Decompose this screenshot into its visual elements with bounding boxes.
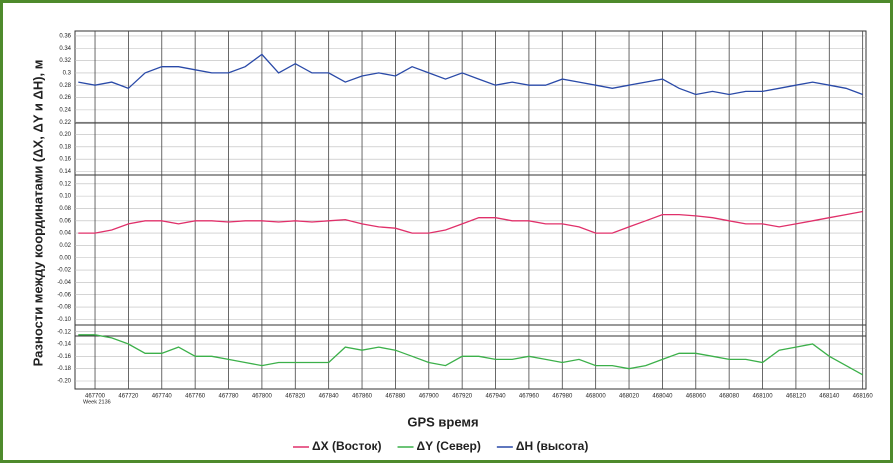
x-tick-label: 467980 [552, 394, 573, 400]
series-line [78, 210, 863, 234]
y-tick-label: 0.14 [59, 169, 71, 175]
x-tick-label: 468160 [853, 394, 874, 400]
y-tick-label: 0.18 [59, 144, 71, 150]
x-tick-label: 468120 [786, 394, 807, 400]
x-tick-label: 467840 [319, 394, 340, 400]
chart: Разности между координатами (ΔX, ΔY и ΔH… [30, 30, 874, 453]
x-tick-label: 467780 [219, 394, 240, 400]
legend-label: ΔH (высота) [516, 439, 589, 453]
y-tick-label: 0.22 [59, 120, 71, 126]
y-tick-label: 0.3 [63, 70, 72, 76]
y-tick-label: 0.02 [59, 243, 71, 249]
y-tick-label: -0.04 [57, 280, 71, 286]
series-line [78, 334, 864, 376]
y-tick-label: 0.34 [59, 46, 71, 52]
y-tick-label: 0.28 [59, 83, 71, 89]
x-axis-label: GPS время [407, 414, 478, 429]
y-tick-label: -0.20 [57, 379, 71, 385]
y-tick-label: 0.32 [59, 58, 71, 64]
week-note: Week 2136 [83, 399, 111, 405]
y-tick-label: -0.06 [57, 292, 71, 298]
x-tick-label: 467700 [85, 394, 106, 400]
y-tick-label: 0.00 [59, 255, 71, 261]
x-tick-label: 467880 [385, 394, 406, 400]
y-tick-label: -0.16 [57, 354, 71, 360]
y-tick-label: 0.24 [59, 107, 71, 113]
x-tick-label: 468040 [652, 394, 673, 400]
legend-label: ΔY (Север) [417, 439, 481, 453]
x-tick-label: 468020 [619, 394, 640, 400]
y-tick-label: 0.12 [59, 181, 71, 187]
y-tick-label: 0.20 [59, 132, 71, 138]
x-tick-label: 467740 [152, 394, 173, 400]
x-tick-label: 467900 [419, 394, 440, 400]
x-tick-label: 468100 [753, 394, 774, 400]
x-tick-label: 467800 [252, 394, 273, 400]
x-tick-label: 467960 [519, 394, 540, 400]
y-tick-label: -0.08 [57, 305, 71, 311]
y-tick-label: 0.16 [59, 157, 71, 163]
y-tick-label: -0.14 [57, 342, 71, 348]
x-tick-label: 467860 [352, 394, 373, 400]
series-line [78, 53, 863, 96]
y-tick-label: -0.12 [57, 329, 71, 335]
y-tick-label: 0.08 [59, 206, 71, 212]
y-tick-label: 0.26 [59, 95, 71, 101]
y-axis-label: Разности между координатами (ΔX, ΔY и ΔH… [30, 60, 45, 367]
y-tick-label: 0.36 [59, 34, 71, 40]
y-tick-label: -0.10 [57, 317, 71, 323]
x-tick-label: 467940 [486, 394, 507, 400]
x-tick-label: 467760 [185, 394, 206, 400]
legend-label: ΔX (Восток) [312, 439, 382, 453]
x-tick-label: 467820 [285, 394, 306, 400]
y-tick-label: 0.04 [59, 231, 71, 237]
y-tick-label: -0.02 [57, 268, 71, 274]
y-tick-label: -0.18 [57, 366, 71, 372]
y-tick-label: 0.06 [59, 218, 71, 224]
x-tick-label: 467920 [452, 394, 473, 400]
y-tick-label: 0.10 [59, 194, 71, 200]
plot-area [74, 30, 867, 390]
x-tick-label: 467720 [118, 394, 139, 400]
x-tick-label: 468000 [586, 394, 607, 400]
x-tick-label: 468060 [686, 394, 707, 400]
x-tick-label: 468140 [819, 394, 840, 400]
x-tick-label: 468080 [719, 394, 740, 400]
